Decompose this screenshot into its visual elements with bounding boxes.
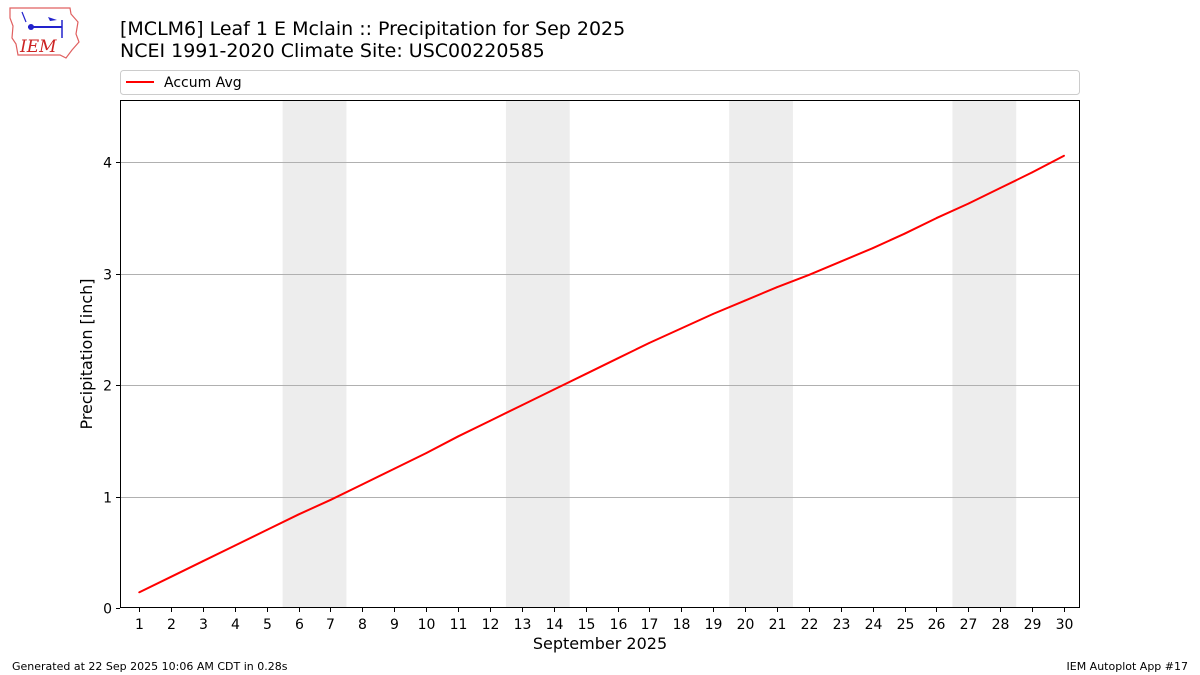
data-point	[552, 388, 555, 391]
footer-generated-text: Generated at 22 Sep 2025 10:06 AM CDT in…	[12, 660, 288, 673]
x-tick-label: 26	[928, 617, 946, 633]
chart-subtitle: NCEI 1991-2020 Climate Site: USC00220585	[120, 40, 545, 62]
data-point	[233, 544, 236, 547]
data-point	[138, 591, 141, 594]
data-point	[1063, 154, 1065, 157]
x-tick-label: 13	[514, 617, 532, 633]
x-tick-label: 29	[1024, 617, 1042, 633]
x-tick-label: 9	[390, 617, 399, 633]
data-point	[520, 404, 523, 407]
logo-text: IEM	[19, 37, 57, 57]
data-point	[425, 452, 428, 455]
x-tick-label: 2	[167, 617, 176, 633]
data-point	[808, 274, 810, 276]
x-tick-label: 19	[705, 617, 723, 633]
legend-label-accum-avg: Accum Avg	[164, 75, 242, 91]
x-tick-label: 18	[673, 617, 691, 633]
x-tick-label: 12	[482, 617, 500, 633]
x-tick-label: 14	[546, 617, 564, 633]
chart-title: [MCLM6] Leaf 1 E Mclain :: Precipitation…	[120, 18, 625, 40]
data-point	[297, 513, 300, 516]
weekend-shade-2	[505, 100, 570, 608]
x-tick-label: 22	[801, 617, 819, 633]
data-point	[457, 435, 459, 438]
data-point	[329, 499, 332, 501]
iem-logo: IEM	[9, 7, 80, 59]
data-point	[839, 260, 842, 263]
x-tick-label: 1	[135, 617, 144, 633]
y-gridlines	[120, 162, 1080, 498]
x-axis-label: September 2025	[533, 634, 667, 653]
x-tick-label: 4	[231, 617, 240, 633]
data-point	[393, 467, 396, 470]
plot-frame	[120, 100, 1080, 608]
x-tick-label: 30	[1056, 617, 1074, 633]
x-tick-label: 7	[326, 617, 335, 633]
y-axis-label: Precipitation [inch]	[77, 278, 96, 429]
x-tick-label: 6	[295, 617, 304, 633]
data-point	[361, 483, 364, 486]
data-point	[744, 299, 747, 302]
x-tick-label: 28	[992, 617, 1010, 633]
x-tick-label: 11	[450, 617, 468, 633]
data-point	[616, 357, 619, 360]
x-tick-label: 3	[199, 617, 208, 633]
y-tick-label: 2	[103, 379, 112, 395]
data-point	[648, 341, 651, 344]
footer-app-text: IEM Autoplot App #17	[1066, 660, 1189, 673]
y-tick-label: 4	[103, 156, 112, 172]
x-tick-label: 8	[358, 617, 367, 633]
data-point	[967, 202, 970, 205]
data-point	[871, 247, 874, 250]
legend: Accum Avg	[120, 70, 1080, 95]
weekend-shading	[282, 100, 1017, 608]
series-line-accum-avg	[138, 154, 1065, 594]
data-point	[935, 217, 938, 219]
data-point	[776, 286, 778, 289]
weekend-shade-1	[282, 100, 347, 608]
data-point	[999, 187, 1002, 189]
weekend-shade-3	[729, 100, 793, 608]
y-axis-ticks: 0 1 2 3 4	[103, 156, 120, 618]
x-tick-label: 20	[737, 617, 755, 633]
x-tick-label: 24	[865, 617, 883, 633]
data-point	[265, 529, 268, 531]
data-point	[170, 575, 172, 578]
x-tick-label: 21	[769, 617, 787, 633]
x-tick-label: 17	[641, 617, 659, 633]
x-tick-label: 23	[833, 617, 851, 633]
y-tick-label: 3	[103, 268, 112, 284]
x-tick-label: 15	[578, 617, 596, 633]
x-tick-label: 25	[897, 617, 915, 633]
y-tick-label: 0	[103, 602, 112, 618]
data-point	[903, 232, 906, 235]
x-axis-ticks: 1 2 3 4 5 6 7 8 9 10 11 12 13 14 15 16 17 18 19 20 21 22 23 24 2…	[135, 608, 1073, 633]
x-tick-label: 10	[418, 617, 436, 633]
data-point	[712, 312, 715, 315]
x-tick-label: 16	[610, 617, 628, 633]
x-tick-label: 5	[263, 617, 272, 633]
data-point	[680, 327, 683, 330]
data-point	[489, 419, 491, 422]
weekend-shade-4	[952, 100, 1017, 608]
data-point	[1031, 171, 1034, 174]
x-tick-label: 27	[960, 617, 978, 633]
data-point	[202, 560, 204, 563]
y-tick-label: 1	[103, 491, 112, 507]
series-layer	[138, 154, 1065, 594]
data-point	[584, 373, 587, 375]
